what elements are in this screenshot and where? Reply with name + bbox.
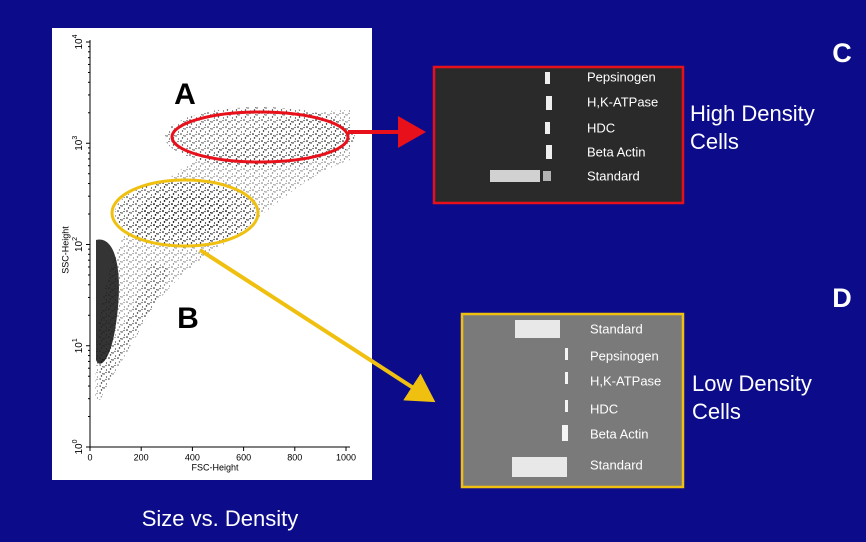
band-label: HDC (590, 401, 618, 416)
tick-exponent: 0 (72, 439, 79, 443)
x-tick-label: 0 (87, 452, 92, 462)
band-label: H,K-ATPase (590, 373, 661, 388)
tick-base: 10 (74, 342, 85, 354)
band-label: Beta Actin (587, 144, 646, 159)
tick-base: 10 (74, 240, 85, 252)
band-label: Pepsinogen (590, 348, 659, 363)
y-tick-label: 101 (72, 338, 85, 353)
region-label: A (174, 78, 196, 111)
region-label: B (177, 302, 199, 335)
gel-bands (512, 320, 568, 477)
band-label: Standard (587, 168, 640, 183)
panel-letter: D (832, 283, 852, 313)
gel-bands (490, 72, 552, 182)
tick-exponent: 4 (72, 34, 79, 38)
band-label: H,K-ATPase (587, 94, 658, 109)
band-label: Standard (590, 457, 643, 472)
gel-image (460, 312, 685, 489)
band-label: Pepsinogen (587, 69, 656, 84)
panel-letter: C (832, 38, 852, 68)
tick-exponent: 2 (72, 237, 79, 241)
x-tick-label: 1000 (336, 452, 356, 462)
region-b-ellipse (110, 178, 260, 248)
arrow (198, 248, 436, 403)
tick-base: 10 (74, 443, 85, 455)
y-axis-label: SSC-Height (60, 226, 70, 274)
panel-label: High Density Cells (690, 101, 815, 154)
region-a-ellipse (170, 110, 350, 164)
tick-base: 10 (74, 139, 85, 151)
caption: Size vs. Density (142, 506, 299, 531)
band-label: Beta Actin (590, 426, 649, 441)
x-tick-label: 600 (236, 452, 251, 462)
dot-cloud (95, 107, 355, 400)
y-tick-label: 104 (72, 34, 85, 49)
band-label: Standard (590, 321, 643, 336)
panel-label: Low Density Cells (692, 371, 812, 424)
y-tick-label: 100 (72, 439, 85, 454)
band-label: HDC (587, 120, 615, 135)
y-tick-label: 102 (72, 237, 85, 252)
y-tick-label: 103 (72, 136, 85, 151)
x-tick-label: 400 (185, 452, 200, 462)
gel-image (432, 65, 685, 205)
x-tick-label: 800 (287, 452, 302, 462)
tick-exponent: 1 (72, 338, 79, 342)
x-axis-label: FSC-Height (191, 462, 239, 472)
tick-exponent: 3 (72, 136, 79, 140)
x-tick-label: 200 (134, 452, 149, 462)
tick-base: 10 (74, 38, 85, 50)
